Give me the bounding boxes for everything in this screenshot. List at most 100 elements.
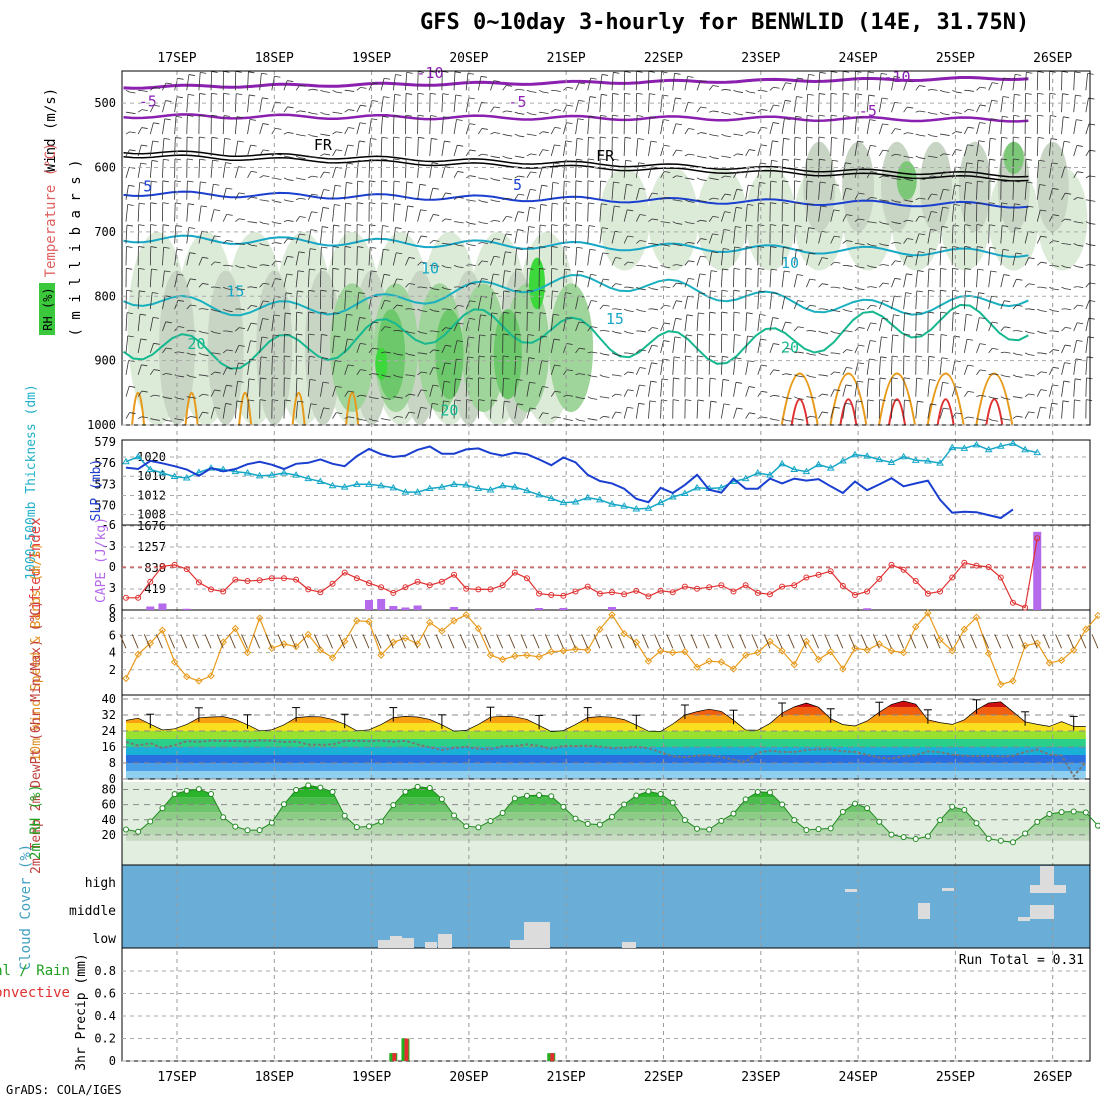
wind-barb xyxy=(806,180,808,200)
li-point xyxy=(475,586,482,593)
wind-barb xyxy=(441,218,446,222)
wind-barb xyxy=(599,252,604,266)
contour-label: 15 xyxy=(606,310,624,328)
wind10m-barb xyxy=(362,634,370,649)
wind-barb-flag xyxy=(457,171,464,173)
wind-barb xyxy=(951,224,954,244)
wind-barb-flag xyxy=(749,91,756,94)
wind-barb-flag xyxy=(591,300,598,302)
wind-barb-flag xyxy=(199,114,206,117)
wind-barb-flag xyxy=(393,158,400,161)
wind-barb xyxy=(1024,181,1027,200)
wind-barb xyxy=(903,312,906,332)
wind-speed-point xyxy=(899,648,908,657)
wind-barb xyxy=(842,308,847,312)
wind-barb-flag xyxy=(457,244,464,247)
wind-barb-flag xyxy=(870,286,877,289)
wind-barb-flag xyxy=(746,289,753,292)
wind-barb-flag xyxy=(151,268,158,271)
wind-barb xyxy=(283,238,288,244)
wind-barb xyxy=(818,181,821,200)
wind-barb xyxy=(708,233,713,244)
rh-area xyxy=(529,257,546,310)
wind-barb-flag xyxy=(919,197,926,200)
wind-barb xyxy=(162,118,166,135)
wind-barb-flag xyxy=(1002,225,1009,227)
thickness-axis-label: 1000~500mb Thickness (dm) xyxy=(24,384,39,580)
wind-barb-flag xyxy=(360,86,367,89)
wind-barb-flag xyxy=(540,204,547,206)
wind-barb xyxy=(745,412,750,419)
wind10m-barb xyxy=(423,634,431,649)
wind-barb-flag xyxy=(821,332,829,334)
wind-barb xyxy=(939,111,944,115)
wind-barb-flag xyxy=(323,153,331,156)
wind-barb-flag xyxy=(345,224,352,226)
wind-barb-flag xyxy=(177,398,185,400)
li-tick: -3 xyxy=(102,539,116,553)
wind-barb xyxy=(587,396,592,399)
wind-barb xyxy=(332,89,337,93)
wind-barb xyxy=(915,155,920,159)
wind-barb xyxy=(380,202,383,222)
wind-barb xyxy=(611,257,616,266)
thickness-point xyxy=(838,457,847,464)
li-point xyxy=(256,577,263,584)
li-point xyxy=(183,566,190,573)
wind-barb-flag xyxy=(275,222,282,225)
wind-barb xyxy=(854,93,857,113)
wind-barb xyxy=(514,111,519,114)
wind-barb xyxy=(793,274,798,288)
wind-barb xyxy=(295,155,300,159)
wind-barb xyxy=(1012,374,1017,377)
wind-barb-flag xyxy=(1026,71,1033,74)
wind-barb-flag xyxy=(1003,274,1010,276)
wind-barb xyxy=(878,318,883,332)
wind-barb-flag xyxy=(627,261,634,264)
wind-barb-flag xyxy=(1002,96,1010,98)
wind-barb-flag xyxy=(761,364,768,367)
wind-barb xyxy=(842,286,847,290)
wind-barb xyxy=(210,235,215,244)
wind-barb-flag xyxy=(746,312,753,315)
wind-barb-flag xyxy=(1064,362,1071,365)
cloud-block xyxy=(1030,885,1066,893)
wind-barb-flag xyxy=(238,192,245,195)
wind-barb-flag xyxy=(430,115,437,117)
wind-barb-flag xyxy=(457,286,464,289)
wind-barb xyxy=(149,246,152,266)
wind-barb-flag xyxy=(833,406,840,409)
wind-barb xyxy=(757,314,761,332)
wind-barb xyxy=(623,371,628,376)
wind-barb-flag xyxy=(724,88,731,91)
wind-barb xyxy=(186,180,188,200)
li-point xyxy=(949,574,956,581)
wind-barb xyxy=(708,401,712,419)
wind-barb-flag xyxy=(346,182,353,184)
cloud-block xyxy=(1040,866,1054,886)
rh-point xyxy=(183,787,190,794)
wind-barb xyxy=(769,104,774,113)
wind-barb xyxy=(356,343,361,354)
wind-barb xyxy=(210,209,215,222)
wind-barb-flag xyxy=(650,140,657,143)
wind10m-axis-label: 10m Wind Speed & Barbs (m/s) xyxy=(29,542,44,761)
wind-barb-flag xyxy=(748,184,755,187)
wind-barb xyxy=(222,162,226,178)
rh-point xyxy=(523,792,530,799)
wind-barb-flag xyxy=(809,353,816,356)
wind-barb-flag xyxy=(1001,202,1008,205)
wind-barb-flag xyxy=(919,110,926,113)
wind-speed-point xyxy=(583,646,592,654)
wind-barb xyxy=(587,249,591,266)
wind-barb-flag xyxy=(469,123,476,126)
wind-barb-flag xyxy=(542,386,549,388)
wind10m-barb xyxy=(143,634,151,649)
li-point xyxy=(900,566,907,573)
thickness-point xyxy=(924,457,932,464)
wind-barb-flag xyxy=(296,311,303,314)
wind10m-barb xyxy=(982,634,990,649)
wind-barb-flag xyxy=(190,329,197,332)
wind-barb xyxy=(854,381,858,397)
wind10m-barb xyxy=(885,634,892,649)
